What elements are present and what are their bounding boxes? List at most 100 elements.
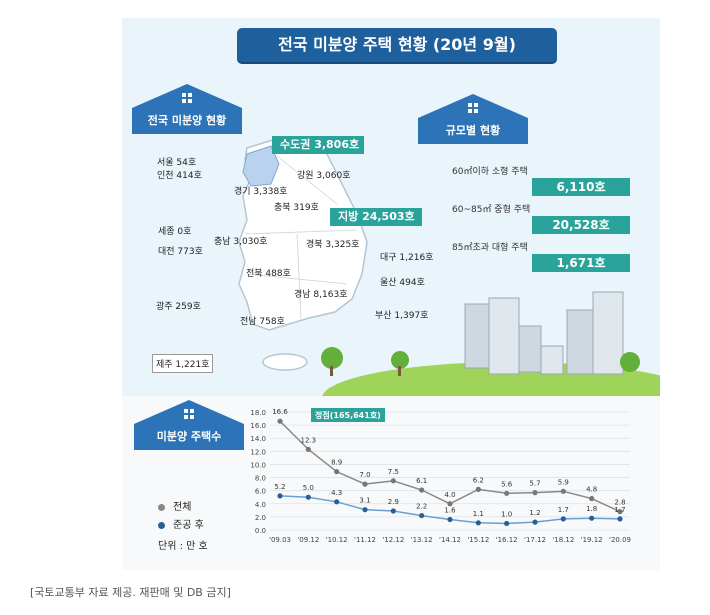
- data-point-total: [447, 501, 453, 507]
- data-label-completed: 3.1: [359, 497, 370, 505]
- building: [518, 325, 542, 373]
- data-label-total: 5.9: [558, 478, 569, 486]
- data-label-completed: 1.2: [529, 509, 540, 517]
- x-tick-label: '16.12: [496, 536, 518, 544]
- unit-label: 단위 : 만 호: [158, 541, 208, 552]
- building: [592, 291, 624, 375]
- data-point-total: [419, 487, 425, 493]
- data-label-total: 2.8: [614, 499, 625, 507]
- region-jeonnam: 전남 758호: [240, 317, 285, 327]
- trend-line-chart: 0.0 2.0 4.0 6.0 8.0 10.0 12.0 14.0 16.0 18.0 '09.…: [250, 408, 631, 544]
- region-border: [296, 233, 302, 320]
- data-label-total: 6.1: [416, 477, 427, 485]
- trend-section-header: 미분양 주택수: [134, 400, 244, 450]
- size-section-header: 규모별 현황: [418, 94, 528, 144]
- tree-trunk: [398, 366, 401, 376]
- data-point-completed: [305, 494, 311, 500]
- tree-icon: [620, 352, 640, 372]
- capital-total-label: 수도권 3,806호: [272, 136, 364, 154]
- region-sejong: 세종 0호: [158, 227, 192, 237]
- legend-total-swatch: [158, 503, 165, 511]
- data-point-completed: [504, 520, 510, 527]
- data-point-total: [532, 490, 538, 496]
- window-icon: [184, 409, 194, 419]
- local-total-label: 지방 24,503호: [330, 208, 422, 226]
- data-label-total: 5.6: [501, 480, 513, 488]
- region-gangwon: 강원 3,060호: [297, 171, 351, 181]
- mainland-shape: [238, 137, 368, 331]
- data-label-completed: 2.2: [416, 503, 427, 511]
- data-label-completed: 1.7: [614, 506, 625, 514]
- data-point-completed: [334, 499, 340, 505]
- building: [540, 345, 564, 375]
- data-label-completed: 1.7: [558, 506, 569, 514]
- legend-total: 전체: [158, 498, 191, 513]
- legend-completed-label: 준공 후: [173, 520, 204, 531]
- region-ulsan: 울산 494호: [380, 278, 425, 288]
- data-label-completed: 1.8: [586, 505, 597, 513]
- region-gyeonggi: 경기 3,338호: [234, 187, 288, 197]
- data-point-total: [504, 490, 510, 496]
- y-tick-label: 0.0: [255, 527, 266, 535]
- y-tick-label: 12.0: [250, 448, 266, 456]
- data-point-completed: [277, 493, 283, 499]
- data-point-completed: [362, 507, 368, 513]
- jeju-island-shape: [262, 353, 308, 371]
- data-label-completed: 1.1: [473, 510, 484, 518]
- region-border: [246, 273, 348, 285]
- x-tick-label: '20.09: [609, 536, 631, 544]
- region-daejeon: 대전 773호: [158, 247, 203, 257]
- data-point-total: [475, 486, 481, 492]
- x-tick-label: '15.12: [467, 536, 489, 544]
- size-row-medium-label: 60~85㎡ 중형 주택: [452, 205, 531, 215]
- region-jeonbuk: 전북 488호: [246, 269, 291, 279]
- x-tick-label: '09.12: [297, 536, 319, 544]
- data-label-total: 8.9: [331, 459, 342, 467]
- y-axis-ticks: 0.0 2.0 4.0 6.0 8.0 10.0 12.0 14.0 16.0 18.0: [250, 409, 266, 535]
- source-caption: [국토교통부 자료 제공. 재판매 및 DB 금지]: [30, 586, 231, 599]
- x-tick-label: '12.12: [382, 536, 404, 544]
- data-label-completed: 1.0: [501, 510, 512, 518]
- data-point-total: [617, 509, 623, 515]
- size-row-small-label: 60㎡이하 소형 주택: [452, 167, 528, 177]
- data-point-total: [305, 446, 311, 452]
- korea-map: [238, 137, 368, 371]
- peak-label: 정점(165,641호): [315, 410, 381, 420]
- data-point-total: [334, 469, 340, 475]
- x-tick-label: '18.12: [552, 536, 574, 544]
- region-gyeongnam: 경남 8,163호: [294, 290, 348, 300]
- x-tick-label: '17.12: [524, 536, 546, 544]
- region-chungnam: 충남 3,030호: [214, 237, 268, 247]
- region-seoul: 서울 54호: [157, 158, 197, 168]
- y-tick-label: 16.0: [250, 422, 266, 430]
- data-label-completed: 1.6: [444, 507, 456, 515]
- data-point-completed: [475, 520, 481, 526]
- y-tick-label: 8.0: [255, 475, 266, 483]
- region-daegu: 대구 1,216호: [380, 253, 434, 263]
- legend-total-label: 전체: [173, 502, 192, 513]
- y-tick-label: 6.0: [255, 488, 266, 496]
- region-busan: 부산 1,397호: [375, 311, 429, 321]
- peak-callout: 정점(165,641호): [311, 408, 385, 422]
- size-row-medium-value: 20,528호: [532, 216, 630, 234]
- tree-icon: [391, 351, 409, 369]
- data-label-total: 5.7: [529, 480, 540, 488]
- tree-trunk: [330, 366, 333, 376]
- capital-area-shape: [242, 145, 280, 187]
- data-label-total: 6.2: [473, 476, 484, 484]
- data-label-total: 16.6: [272, 408, 288, 416]
- data-point-completed: [447, 516, 453, 523]
- page-title: 전국 미분양 주택 현황 (20년 9월): [237, 28, 557, 62]
- x-tick-label: '19.12: [581, 536, 603, 544]
- x-axis-ticks: '09.03 '09.12 '10.12 '11.12 '12.12 '13.12 '14.…: [269, 536, 631, 544]
- y-tick-label: 10.0: [250, 461, 266, 469]
- x-tick-label: '09.03: [269, 536, 291, 544]
- data-points: 16.6 12.3 8.9 7.0 7.5 6.1 4.0 6.2 5.6 5.7 5.9 4.8 2.…: [272, 408, 626, 527]
- data-label-total: 4.0: [444, 491, 455, 499]
- size-row-large-value: 1,671호: [532, 254, 630, 272]
- data-point-completed: [390, 508, 396, 514]
- region-gwangju: 광주 259호: [156, 302, 201, 312]
- tree-icon: [321, 347, 343, 369]
- region-incheon: 인천 414호: [157, 171, 202, 181]
- region-chungbuk: 충북 319호: [274, 203, 319, 213]
